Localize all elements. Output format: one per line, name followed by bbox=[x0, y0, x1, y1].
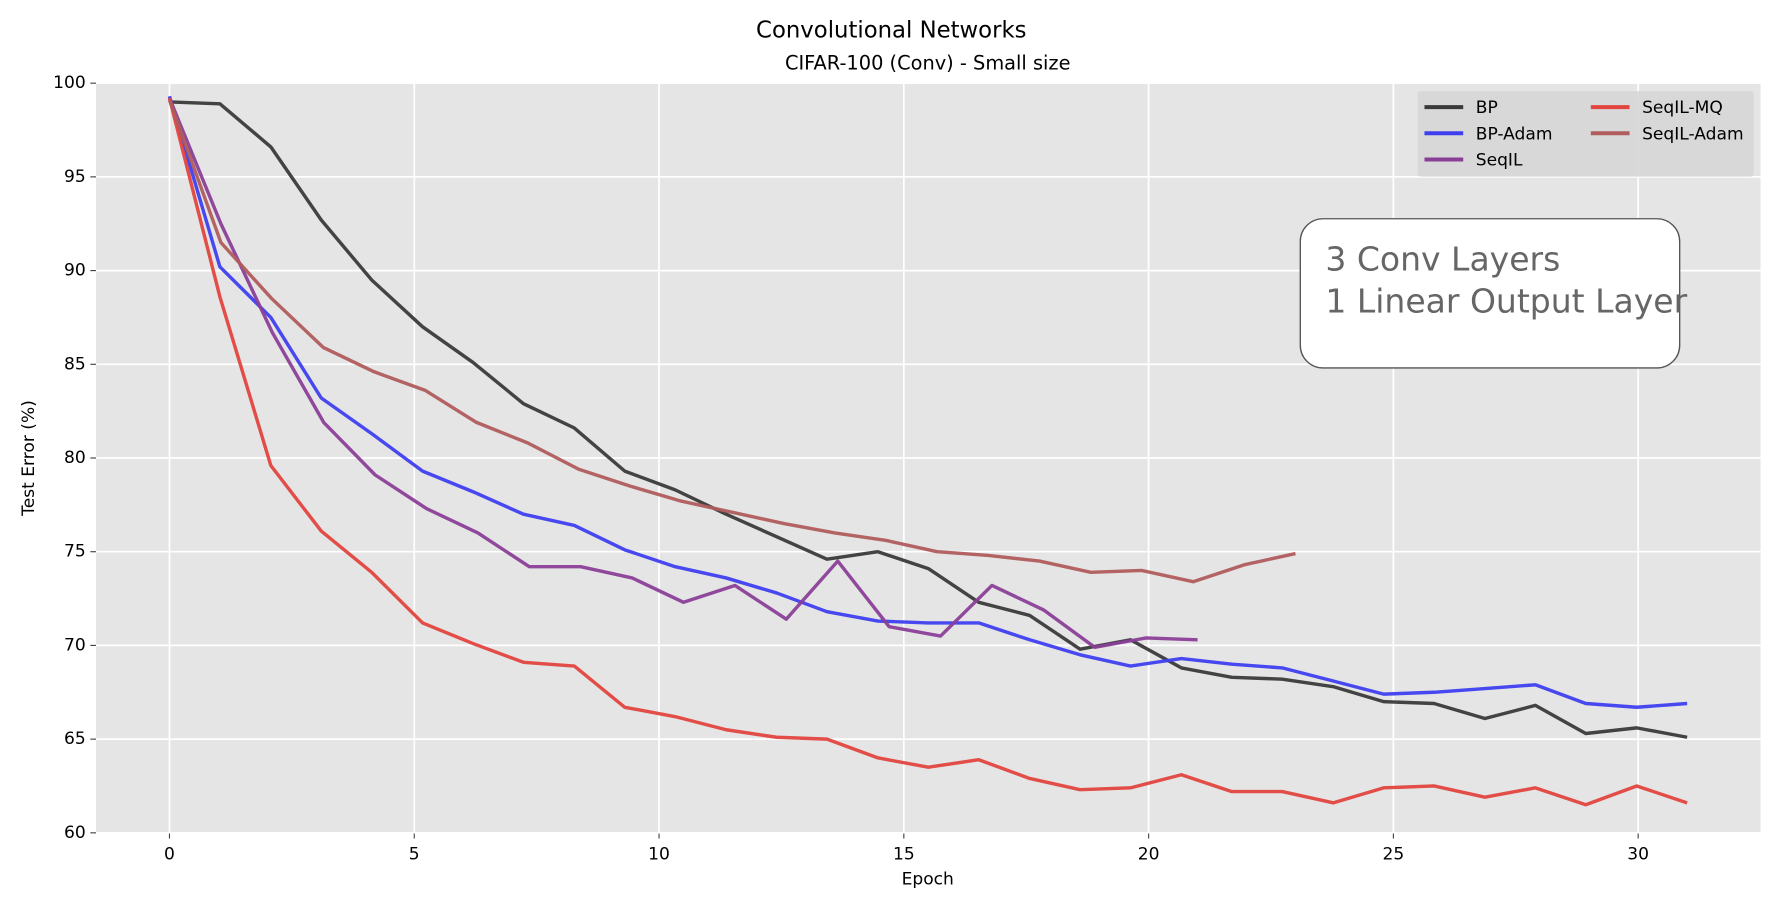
x-tick-label: 15 bbox=[893, 844, 915, 864]
legend-label: SeqIL-Adam bbox=[1642, 124, 1744, 144]
y-tick-label: 65 bbox=[64, 729, 86, 749]
x-tick-label: 0 bbox=[164, 844, 175, 864]
legend-label: SeqIL bbox=[1476, 151, 1523, 171]
y-tick-label: 75 bbox=[64, 542, 86, 562]
series-line bbox=[167, 99, 1296, 584]
legend-label: SeqIL-MQ bbox=[1642, 98, 1723, 118]
series-line bbox=[167, 97, 1198, 649]
y-tick-label: 90 bbox=[64, 261, 86, 281]
y-tick-label: 60 bbox=[64, 823, 86, 843]
series-line bbox=[167, 95, 1688, 709]
x-tick-label: 5 bbox=[409, 844, 420, 864]
legend-box bbox=[1417, 91, 1754, 177]
y-tick-label: 85 bbox=[64, 354, 86, 374]
x-tick-label: 30 bbox=[1627, 844, 1649, 864]
x-tick-label: 25 bbox=[1383, 844, 1405, 864]
x-tick-label: 10 bbox=[648, 844, 670, 864]
x-axis-label: Epoch bbox=[902, 870, 954, 890]
annotation-box bbox=[1299, 218, 1681, 369]
y-axis-label: Test Error (%) bbox=[19, 400, 39, 517]
y-tick-label: 100 bbox=[53, 73, 86, 93]
annotation-line: 1 Linear Output Layer bbox=[1325, 282, 1687, 321]
y-tick-label: 70 bbox=[64, 635, 86, 655]
y-tick-label: 80 bbox=[64, 448, 86, 468]
x-tick-label: 20 bbox=[1138, 844, 1160, 864]
chart-title: Convolutional Networks bbox=[756, 17, 1026, 43]
chart-subtitle: CIFAR-100 (Conv) - Small size bbox=[785, 51, 1071, 74]
legend-label: BP-Adam bbox=[1476, 124, 1553, 144]
series-line bbox=[167, 97, 1688, 807]
y-tick-label: 95 bbox=[64, 167, 86, 187]
legend-label: BP bbox=[1476, 98, 1498, 118]
series-line bbox=[169, 100, 1688, 739]
annotation-line: 3 Conv Layers bbox=[1325, 239, 1560, 278]
